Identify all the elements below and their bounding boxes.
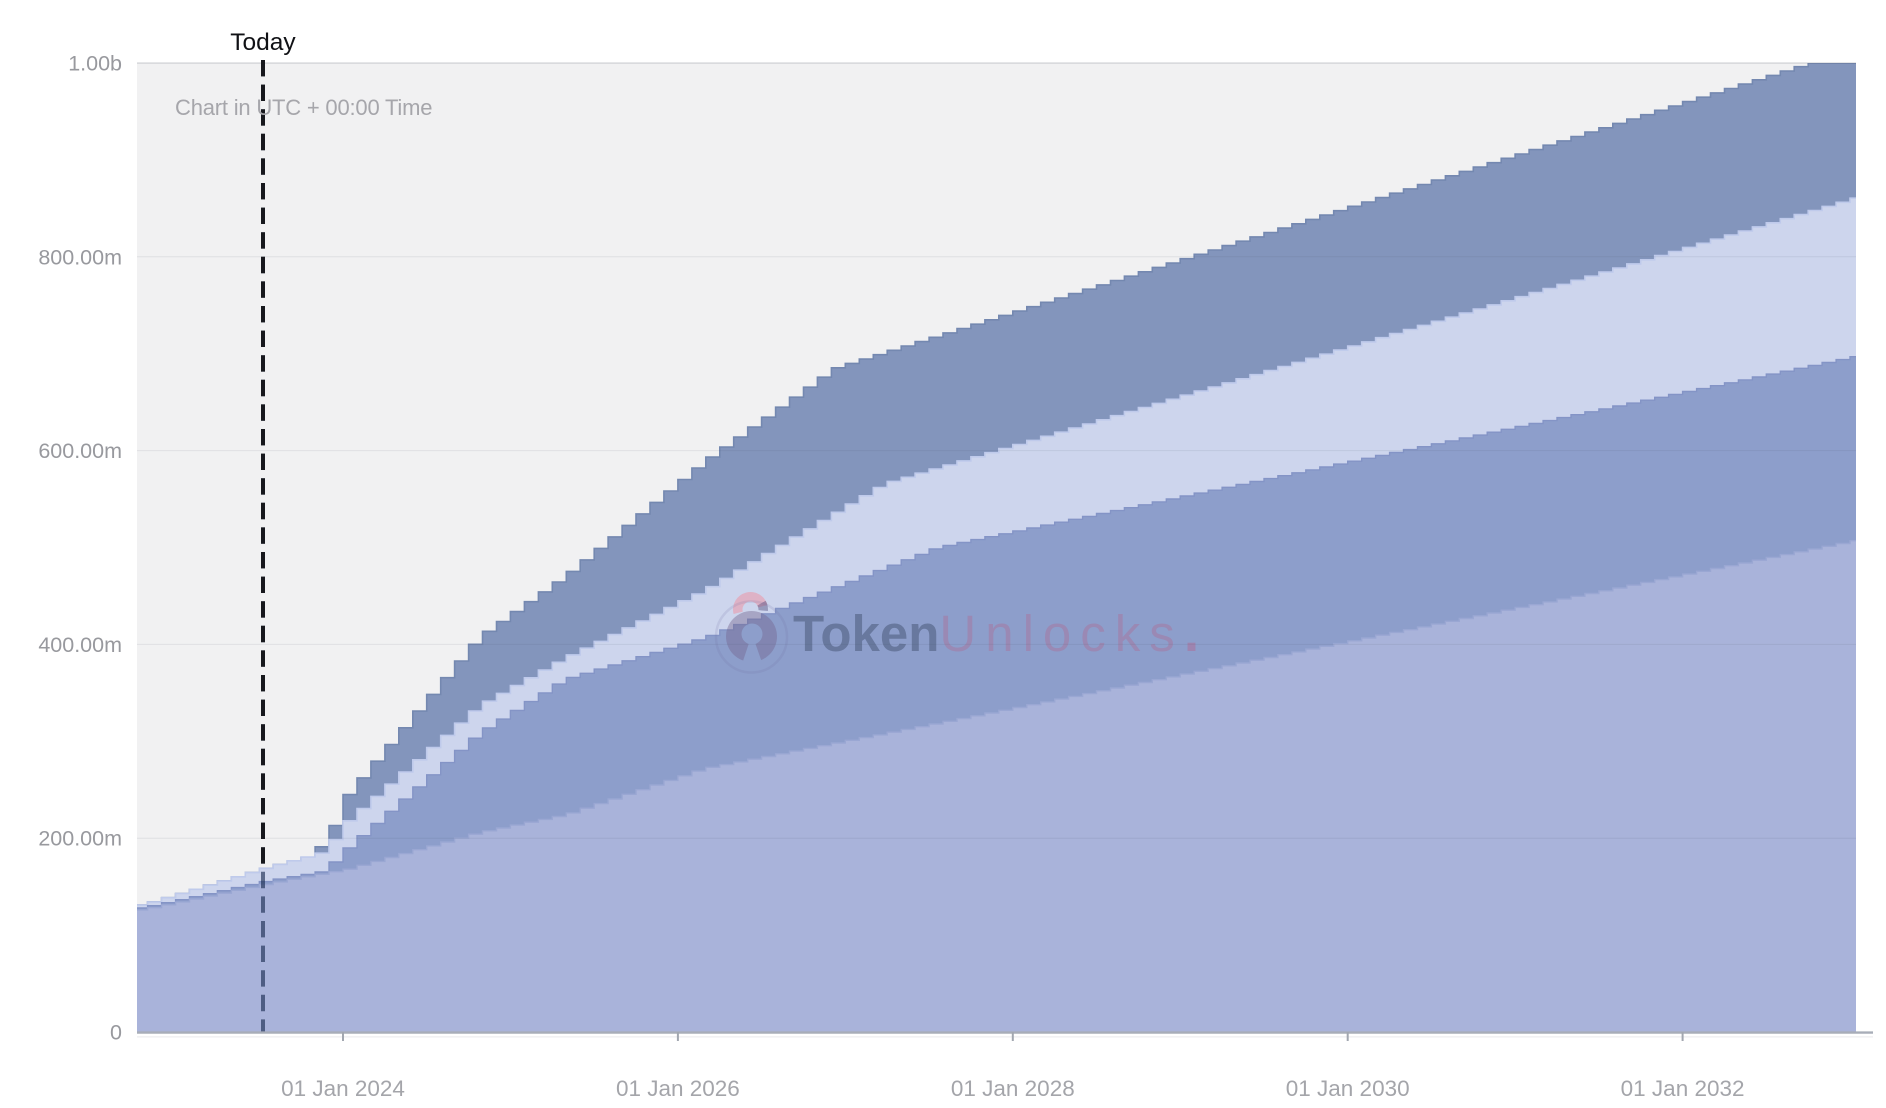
svg-text:01 Jan 2032: 01 Jan 2032 [1621, 1076, 1745, 1101]
svg-text:01 Jan 2030: 01 Jan 2030 [1286, 1076, 1410, 1101]
svg-text:Today: Today [230, 29, 296, 56]
svg-text:Chart in UTC + 00:00 Time: Chart in UTC + 00:00 Time [175, 95, 432, 120]
svg-text:01 Jan 2024: 01 Jan 2024 [281, 1076, 405, 1101]
svg-text:01 Jan 2026: 01 Jan 2026 [616, 1076, 740, 1101]
svg-text:800.00m: 800.00m [38, 245, 122, 269]
svg-text:600.00m: 600.00m [38, 439, 122, 463]
svg-text:1.00b: 1.00b [68, 52, 122, 76]
svg-text:01 Jan 2028: 01 Jan 2028 [951, 1076, 1075, 1101]
svg-text:TokenUnlocks.: TokenUnlocks. [793, 600, 1199, 663]
svg-text:400.00m: 400.00m [38, 633, 122, 657]
svg-text:0: 0 [110, 1021, 122, 1045]
svg-text:200.00m: 200.00m [38, 827, 122, 851]
